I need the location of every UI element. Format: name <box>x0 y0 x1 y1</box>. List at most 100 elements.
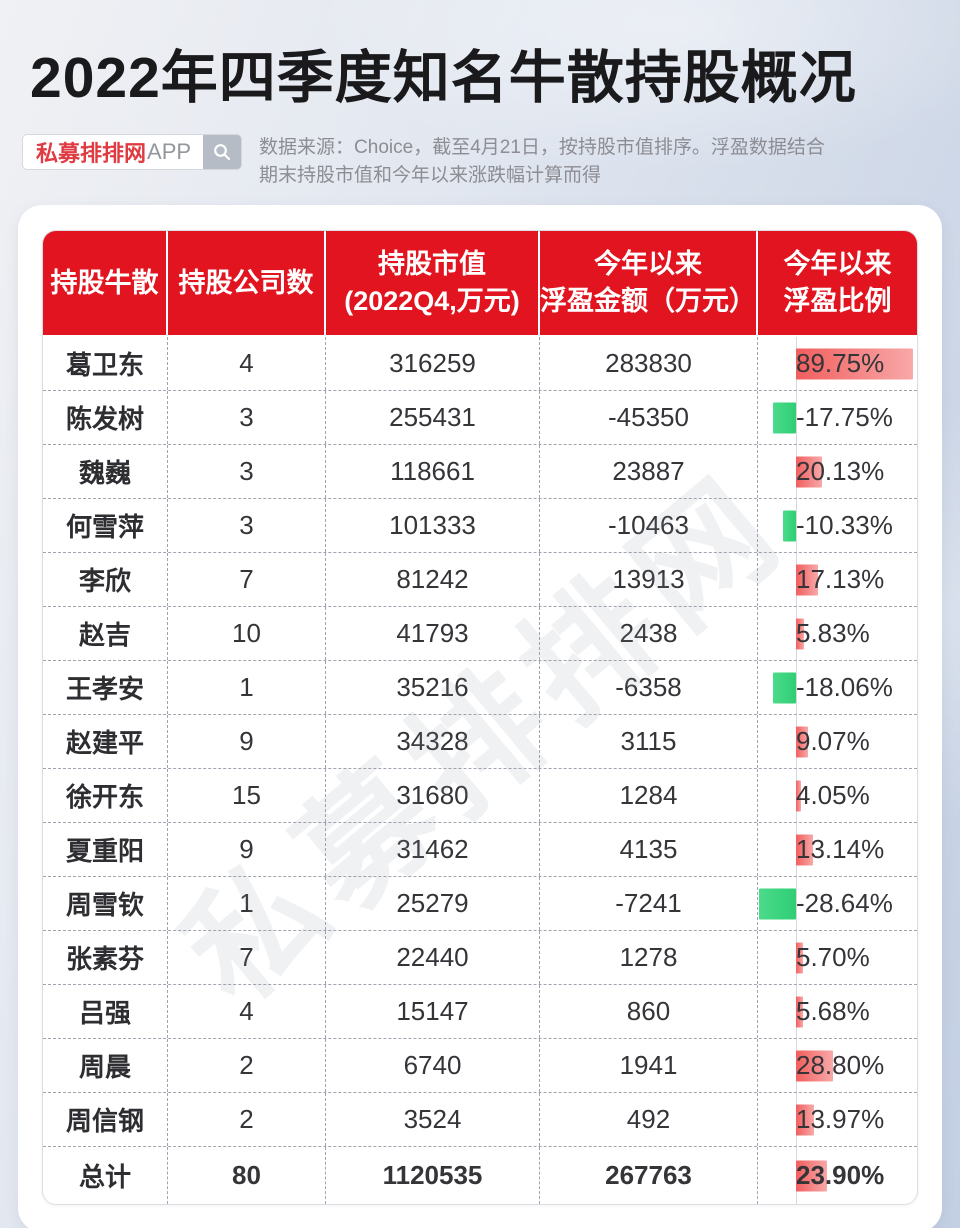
percent-bar <box>796 456 823 487</box>
cell-market-value: 25279 <box>326 877 540 930</box>
header-cell: 持股公司数 <box>168 231 326 335</box>
percent-cell: -18.06% <box>758 661 917 714</box>
cell-float-profit: -45350 <box>540 391 758 444</box>
cell-company-count: 4 <box>168 985 326 1038</box>
table-header: 持股牛散 持股公司数 持股市值 (2022Q4,万元) 今年以来 浮盈金额（万元） 今年以来… <box>43 231 917 337</box>
percent-bar <box>796 1050 834 1081</box>
subheader: 私募排排网 APP 数据来源：Choice，截至4月21日，按持股市值排序。浮盈… <box>22 134 960 190</box>
percent-cell: 13.14% <box>758 823 917 876</box>
cell-name: 总计 <box>43 1147 168 1204</box>
percent-bar <box>782 510 796 541</box>
cell-name: 周晨 <box>43 1039 168 1092</box>
cell-company-count: 3 <box>168 445 326 498</box>
cell-company-count: 7 <box>168 931 326 984</box>
cell-float-profit: 1941 <box>540 1039 758 1092</box>
cell-float-profit: 4135 <box>540 823 758 876</box>
percent-cell: 17.13% <box>758 553 917 606</box>
cell-company-count: 9 <box>168 715 326 768</box>
cell-company-count: 4 <box>168 337 326 390</box>
cell-percent-text: -18.06% <box>796 672 893 702</box>
search-button[interactable] <box>203 135 242 169</box>
cell-name: 魏巍 <box>43 445 168 498</box>
percent-cell: 28.80% <box>758 1039 917 1092</box>
percent-cell: 23.90% <box>758 1147 917 1204</box>
cell-name: 周雪钦 <box>43 877 168 930</box>
cell-float-profit: 3115 <box>540 715 758 768</box>
cell-percent-text: 5.68% <box>796 996 870 1026</box>
table-row: 夏重阳 9 31462 4135 13.14% <box>43 823 917 877</box>
percent-bar <box>796 726 808 757</box>
cell-float-profit: 860 <box>540 985 758 1038</box>
cell-percent-text: 4.05% <box>796 780 870 810</box>
percent-cell: 9.07% <box>758 715 917 768</box>
cell-percent-text: 9.07% <box>796 726 870 756</box>
table-row: 陈发树 3 255431 -45350 -17.75% <box>43 391 917 445</box>
cell-percent-text: 28.80% <box>796 1050 885 1080</box>
cell-float-profit: -6358 <box>540 661 758 714</box>
table-row: 张素芬 7 22440 1278 5.70% <box>43 931 917 985</box>
table-row: 何雪萍 3 101333 -10463 -10.33% <box>43 499 917 553</box>
cell-float-profit: 2438 <box>540 607 758 660</box>
percent-bar <box>796 618 804 649</box>
cell-percent-text: -28.64% <box>796 888 893 918</box>
header-cell: 持股市值 (2022Q4,万元) <box>326 231 540 335</box>
cell-name: 陈发树 <box>43 391 168 444</box>
cell-name: 王孝安 <box>43 661 168 714</box>
search-icon <box>212 142 232 162</box>
cell-float-profit: 1278 <box>540 931 758 984</box>
content-card: 私募排排网 持股牛散持股公司数持股市值(2022Q4,万元)今年以来浮盈金额（万… <box>18 205 942 1228</box>
percent-bar <box>772 672 796 703</box>
table-row: 赵吉 10 41793 2438 5.83% <box>43 607 917 661</box>
header-cell: 持股牛散 <box>43 231 168 335</box>
cell-market-value: 41793 <box>326 607 540 660</box>
percent-bar <box>772 402 796 433</box>
table-row: 徐开东 15 31680 1284 4.05% <box>43 769 917 823</box>
percent-bar <box>796 996 804 1027</box>
cell-company-count: 15 <box>168 769 326 822</box>
cell-name: 李欣 <box>43 553 168 606</box>
percent-bar <box>796 780 802 811</box>
cell-float-profit: -10463 <box>540 499 758 552</box>
header-cell: 今年以来 浮盈金额（万元） <box>540 231 758 335</box>
table-row: 王孝安 1 35216 -6358 -18.06% <box>43 661 917 715</box>
cell-percent-text: 13.14% <box>796 834 885 864</box>
cell-company-count: 9 <box>168 823 326 876</box>
percent-bar <box>796 834 814 865</box>
cell-float-profit: 23887 <box>540 445 758 498</box>
table-row: 吕强 4 15147 860 5.68% <box>43 985 917 1039</box>
app-badge[interactable]: 私募排排网 APP <box>22 134 243 170</box>
cell-company-count: 2 <box>168 1039 326 1092</box>
cell-market-value: 6740 <box>326 1039 540 1092</box>
cell-percent-text: 13.97% <box>796 1104 885 1134</box>
table-row: 周雪钦 1 25279 -7241 -28.64% <box>43 877 917 931</box>
cell-name: 张素芬 <box>43 931 168 984</box>
cell-company-count: 80 <box>168 1147 326 1204</box>
cell-float-profit: 1284 <box>540 769 758 822</box>
cell-market-value: 101333 <box>326 499 540 552</box>
percent-cell: 89.75% <box>758 337 917 390</box>
cell-float-profit: 267763 <box>540 1147 758 1204</box>
cell-percent-text: 89.75% <box>796 348 885 378</box>
cell-market-value: 1120535 <box>326 1147 540 1204</box>
cell-market-value: 15147 <box>326 985 540 1038</box>
cell-float-profit: 492 <box>540 1093 758 1146</box>
cell-percent-text: 20.13% <box>796 456 885 486</box>
table-row: 李欣 7 81242 13913 17.13% <box>43 553 917 607</box>
cell-percent-text: 5.83% <box>796 618 870 648</box>
cell-market-value: 81242 <box>326 553 540 606</box>
app-suffix-text: APP <box>147 139 192 164</box>
table-row: 赵建平 9 34328 3115 9.07% <box>43 715 917 769</box>
percent-bar <box>796 1104 815 1135</box>
percent-cell: 13.97% <box>758 1093 917 1146</box>
cell-company-count: 2 <box>168 1093 326 1146</box>
table-row: 魏巍 3 118661 23887 20.13% <box>43 445 917 499</box>
cell-company-count: 3 <box>168 391 326 444</box>
cell-name: 徐开东 <box>43 769 168 822</box>
cell-percent-text: -10.33% <box>796 510 893 540</box>
cell-market-value: 31462 <box>326 823 540 876</box>
cell-company-count: 3 <box>168 499 326 552</box>
cell-company-count: 7 <box>168 553 326 606</box>
page-title: 2022年四季度知名牛散持股概况 <box>30 46 857 110</box>
percent-cell: 5.83% <box>758 607 917 660</box>
percent-cell: -28.64% <box>758 877 917 930</box>
